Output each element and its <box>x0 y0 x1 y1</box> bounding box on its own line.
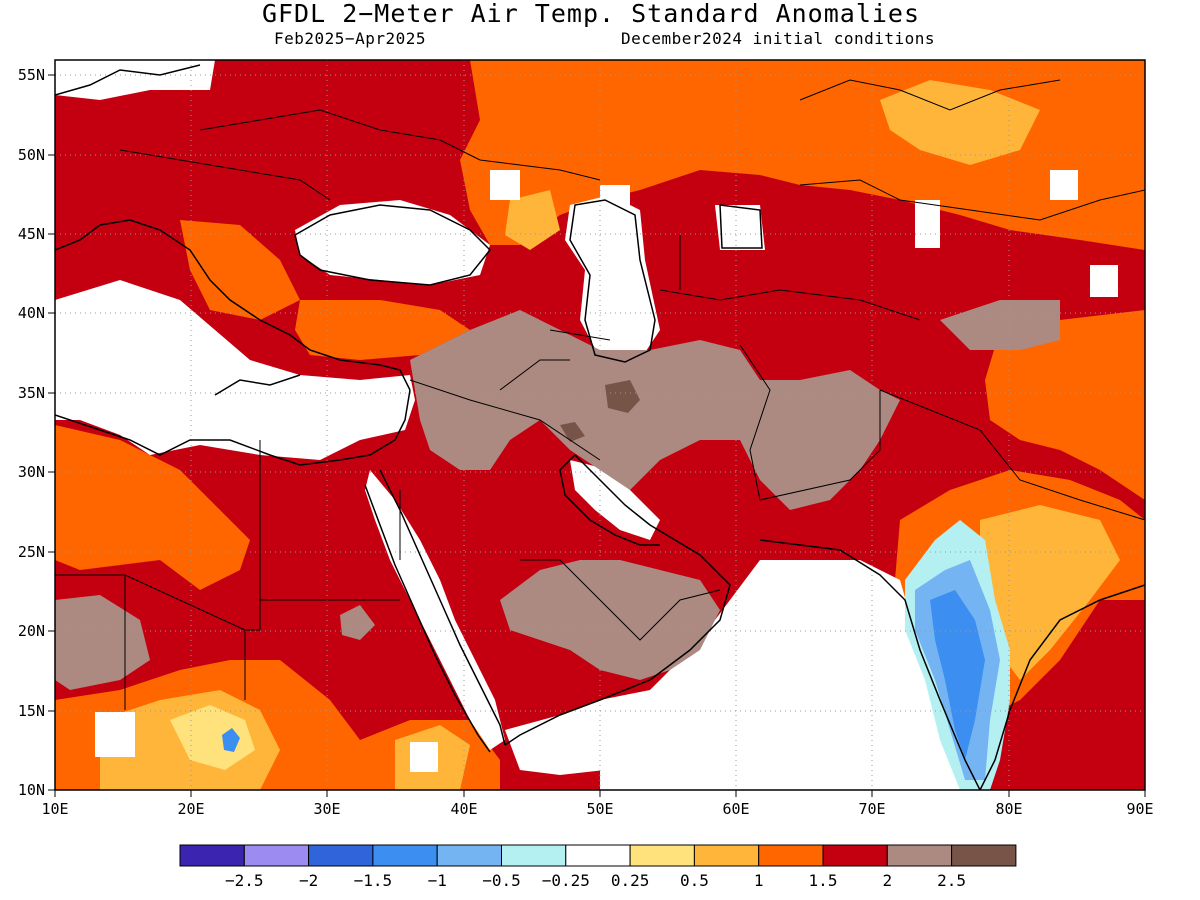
field-brown-sahel <box>55 595 150 690</box>
lat-label: 45N <box>18 225 45 243</box>
field-yellow-mongolia <box>880 80 1040 165</box>
lon-label: 10E <box>41 800 68 818</box>
colorbar-swatch <box>951 844 1017 867</box>
field-white-caspian <box>565 195 660 360</box>
colorbar-swatch <box>179 844 245 867</box>
field-white-cell-5 <box>1050 170 1078 200</box>
field-white-cell-3 <box>915 200 940 248</box>
lat-label: 35N <box>18 384 45 402</box>
field-white-cell-1 <box>490 170 520 200</box>
anomaly-field <box>55 60 1145 790</box>
colorbar <box>179 844 1017 867</box>
lat-label: 50N <box>18 146 45 164</box>
colorbar-swatch <box>693 844 760 867</box>
colorbar-label: 1 <box>754 871 764 890</box>
field-darkbrown-spot-1 <box>605 380 640 413</box>
map-subtitle-init: December2024 initial conditions <box>621 29 935 48</box>
field-brown-arabia-north <box>410 310 900 510</box>
lat-label: 15N <box>18 702 45 720</box>
colorbar-swatch <box>372 844 438 867</box>
field-yellow-india <box>980 505 1120 680</box>
colorbar-swatch <box>436 844 503 867</box>
field-blue-africa-spot <box>222 728 240 752</box>
field-yellow-kazakh <box>505 190 560 250</box>
field-white-aral <box>715 205 765 250</box>
field-brown-arabia-south <box>500 560 720 680</box>
field-white-cell-4 <box>1090 265 1118 297</box>
field-white-gulf <box>570 460 660 540</box>
field-orange-anatolia <box>295 300 470 360</box>
colorbar-label: 2 <box>882 871 892 890</box>
lon-label: 90E <box>1126 800 1153 818</box>
lat-label: 20N <box>18 622 45 640</box>
lon-label: 80E <box>995 800 1022 818</box>
field-white-arabian-sea <box>600 560 990 790</box>
map-subtitle-period: Feb2025−Apr2025 <box>274 29 426 48</box>
lat-label: 55N <box>18 66 45 84</box>
lon-label: 20E <box>177 800 204 818</box>
lon-label: 70E <box>858 800 885 818</box>
lat-label: 10N <box>18 781 45 799</box>
map-title: GFDL 2−Meter Air Temp. Standard Anomalie… <box>262 0 920 28</box>
lat-labels: 55N 50N 45N 40N 35N 30N 25N 20N 15N 10N <box>18 66 45 799</box>
lon-label: 30E <box>313 800 340 818</box>
colorbar-label: −0.25 <box>542 871 590 890</box>
colorbar-label: 1.5 <box>809 871 838 890</box>
colorbar-swatch <box>243 844 310 867</box>
field-white-cell-6 <box>95 712 135 757</box>
field-orange-balkans <box>180 220 300 320</box>
field-orange-east <box>985 310 1145 500</box>
colorbar-swatch <box>565 844 631 867</box>
lat-label: 25N <box>18 543 45 561</box>
colorbar-label: 2.5 <box>937 871 966 890</box>
lon-labels: 10E 20E 30E 40E 50E 60E 70E 80E 90E <box>41 800 1153 818</box>
lat-label: 40N <box>18 304 45 322</box>
field-deepblue-india <box>930 590 985 760</box>
field-white-mediterranean <box>55 280 415 460</box>
field-lightyellow-africa <box>170 705 255 770</box>
colorbar-label: −1 <box>428 871 447 890</box>
field-brown-spot <box>340 605 375 640</box>
colorbar-labels: −2.5 −2 −1.5 −1 −0.5 −0.25 0.25 0.5 1 1.5 2 2.5 <box>225 871 966 890</box>
coastlines <box>55 64 1145 790</box>
field-white-nw <box>55 60 215 100</box>
colorbar-swatch <box>501 844 567 867</box>
field-white-cell-7 <box>410 742 438 772</box>
field-white-gulf-aden <box>505 700 605 775</box>
colorbar-label: −0.5 <box>482 871 521 890</box>
lon-label: 60E <box>722 800 749 818</box>
lat-label: 30N <box>18 463 45 481</box>
field-white-blacksea <box>295 200 490 285</box>
axis-ticks <box>48 74 1146 797</box>
colorbar-swatch <box>308 844 374 867</box>
lon-label: 50E <box>586 800 613 818</box>
field-orange-africa-west <box>55 425 250 590</box>
colorbar-swatch <box>886 844 953 867</box>
colorbar-swatch <box>629 844 695 867</box>
graticule <box>55 60 1145 790</box>
country-borders <box>55 79 1145 710</box>
colorbar-swatch <box>822 844 888 867</box>
colorbar-label: 0.25 <box>611 871 650 890</box>
lon-label: 40E <box>450 800 477 818</box>
colorbar-swatch <box>758 844 824 867</box>
field-darkbrown-spot-2 <box>560 422 585 442</box>
colorbar-label: −2.5 <box>225 871 264 890</box>
colorbar-label: −2 <box>299 871 318 890</box>
colorbar-label: 0.5 <box>680 871 709 890</box>
colorbar-label: −1.5 <box>354 871 393 890</box>
